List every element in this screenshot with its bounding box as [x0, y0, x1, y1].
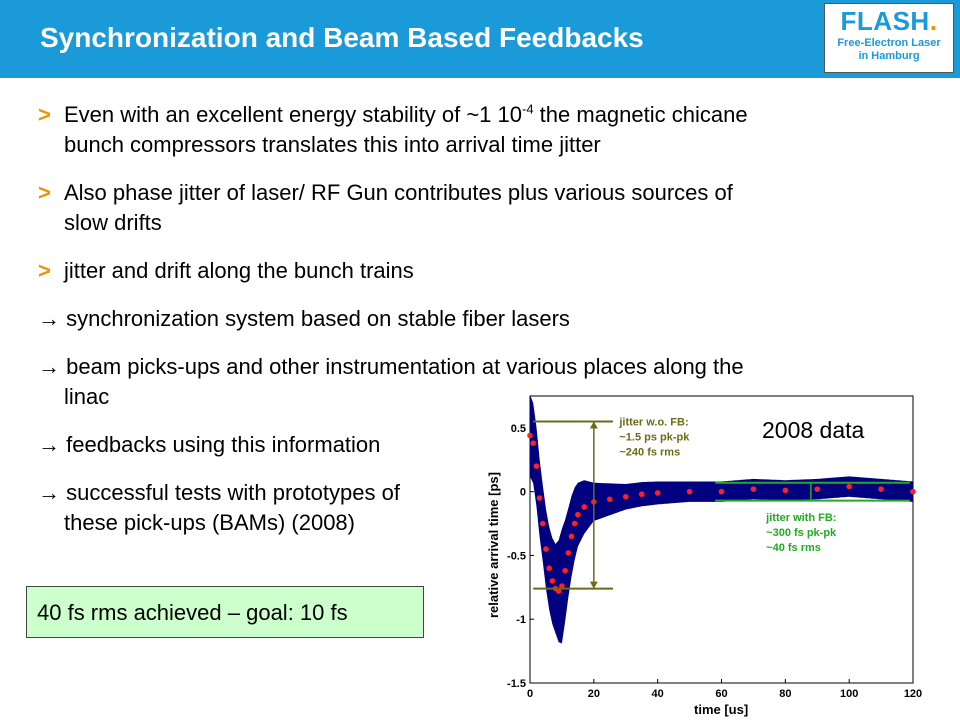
bullet-marker: > [38, 258, 51, 283]
mean-point [571, 520, 578, 527]
logo-subtitle-1: Free-Electron Laser [837, 37, 941, 49]
mean-point [527, 432, 533, 439]
arrow-item-4: → successful tests with prototypes of th… [38, 478, 478, 538]
y-tick-label: 0.5 [511, 423, 526, 435]
arrow-item-4-line-2: these pick-ups (BAMs) (2008) [64, 510, 355, 535]
bullet-1-sup: -4 [522, 101, 534, 117]
year-annotation: 2008 data [762, 417, 865, 443]
slide-title: Synchronization and Beam Based Feedbacks [40, 22, 644, 53]
nofb-arrow-head-up [589, 421, 598, 429]
fb-annotation-line: ~300 fs pk-pk [766, 527, 837, 539]
bullet-2-line-2: slow drifts [64, 210, 162, 235]
mean-point [565, 550, 572, 556]
mean-point [910, 488, 916, 495]
arrow-item-1-line-1: → synchronization system based on stable… [38, 306, 570, 331]
arrow-item-3-line-1: → feedbacks using this information [38, 432, 381, 457]
mean-point [546, 565, 552, 571]
bullet-2: > Also phase jitter of laser/ RF Gun con… [38, 178, 918, 238]
mean-point [543, 546, 549, 552]
logo-word: FLASH [840, 6, 930, 36]
arrow-item-3: → feedbacks using this information [38, 430, 478, 460]
logo-dot: . [929, 6, 938, 36]
bullet-marker: > [38, 102, 51, 127]
bullet-2-line-1: Also phase jitter of laser/ RF Gun contr… [64, 180, 733, 205]
logo-subtitle-2: in Hamburg [858, 50, 920, 62]
mean-point [782, 487, 789, 494]
x-tick-label: 100 [840, 688, 858, 700]
mean-point [559, 583, 565, 589]
mean-point [606, 496, 613, 503]
nofb-annotation-line: ~240 fs rms [619, 447, 680, 459]
fb-annotation-line: ~40 fs rms [766, 542, 821, 554]
x-tick-label: 40 [652, 688, 664, 700]
y-axis-label: relative arrival time [ps] [486, 472, 501, 618]
mean-point [638, 491, 645, 498]
mean-point [539, 520, 546, 527]
slide-content: > Even with an excellent energy stabilit… [38, 100, 918, 556]
fb-annotation-line: jitter with FB: [765, 512, 836, 524]
bullet-1-line-1: Even with an excellent energy stability … [64, 100, 918, 130]
x-axis-label: time [us] [694, 702, 748, 717]
nofb-annotation-line: ~1.5 ps pk-pk [619, 432, 690, 444]
flash-logo: FLASH. Free-Electron Laser in Hamburg [824, 3, 954, 73]
bullet-3: > jitter and drift along the bunch train… [38, 256, 918, 286]
x-tick-label: 60 [715, 688, 727, 700]
mean-point [846, 483, 852, 490]
mean-point [555, 588, 562, 594]
mean-point [750, 486, 757, 492]
slide-header: Synchronization and Beam Based Feedbacks… [0, 0, 960, 78]
mean-point [536, 495, 543, 501]
nofb-annotation-line: jitter w.o. FB: [618, 417, 688, 429]
mean-point [878, 486, 884, 492]
mean-point [549, 578, 556, 584]
arrow-item-2: → beam picks-ups and other instrumentati… [38, 352, 918, 412]
bullet-1-text-b: the magnetic chicane [533, 102, 748, 127]
mean-point [581, 504, 588, 510]
arrival-time-plot: jitter w.o. FB: ~1.5 ps pk-pk ~240 fs rms j… [486, 394, 922, 717]
mean-point [533, 463, 540, 469]
goal-box: 40 fs rms achieved – goal: 10 fs [26, 586, 424, 638]
arrow-item-4-line-1: → successful tests with prototypes of [38, 480, 400, 505]
mean-point [575, 511, 581, 518]
mean-point [622, 493, 629, 500]
arrow-item-2-line-1: → beam picks-ups and other instrumentati… [38, 354, 744, 379]
bullet-1: > Even with an excellent energy stabilit… [38, 100, 918, 160]
y-tick-label: -1 [516, 614, 526, 626]
x-tick-label: 80 [779, 688, 791, 700]
x-tick-label: 0 [527, 688, 533, 700]
y-tick-label: 0 [520, 487, 526, 499]
mean-point [814, 486, 821, 492]
x-tick-label: 120 [904, 688, 922, 700]
mean-point [562, 567, 568, 574]
mean-point [568, 533, 575, 540]
nofb-arrow-head-down [589, 581, 598, 589]
arrow-item-2-line-2: linac [64, 384, 110, 409]
bullet-1-line-2: bunch compressors translates this into a… [64, 132, 601, 157]
mean-point [686, 488, 693, 495]
y-tick-label: -0.5 [507, 550, 526, 562]
logo-main: FLASH. [825, 6, 953, 37]
mean-point [654, 490, 661, 496]
mean-point [530, 440, 536, 446]
bullet-marker: > [38, 180, 51, 205]
arrow-item-1: → synchronization system based on stable… [38, 304, 918, 334]
bullet-1-text-a: Even with an excellent energy stability … [64, 102, 522, 127]
mean-point [718, 488, 725, 495]
x-tick-label: 20 [588, 688, 600, 700]
y-tick-label: -1.5 [507, 678, 526, 690]
bullet-3-line-1: jitter and drift along the bunch trains [64, 258, 414, 283]
